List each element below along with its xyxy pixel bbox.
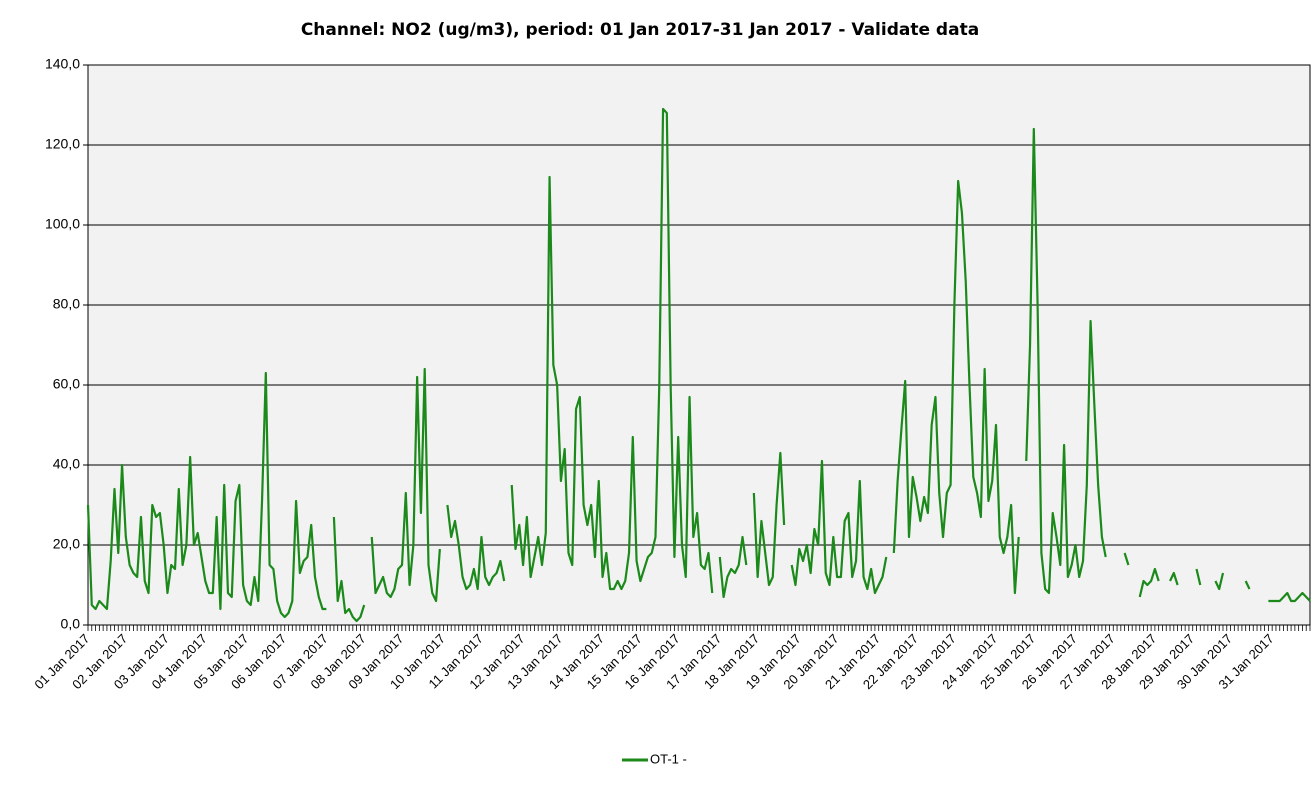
y-tick-label: 100,0 [45,216,80,232]
y-tick-label: 20,0 [53,536,80,552]
data-line [86,107,1311,623]
plot-border [87,64,1311,626]
y-tick-label: 0,0 [61,616,81,632]
y-tick-label: 140,0 [45,56,80,72]
y-tick-label: 80,0 [53,296,80,312]
y-tick-label: 120,0 [45,136,80,152]
legend-label: OT-1 - [650,751,687,766]
chart-title: Channel: NO2 (ug/m3), period: 01 Jan 201… [301,20,979,40]
y-tick-label: 40,0 [53,456,80,472]
y-tick-label: 60,0 [53,376,80,392]
